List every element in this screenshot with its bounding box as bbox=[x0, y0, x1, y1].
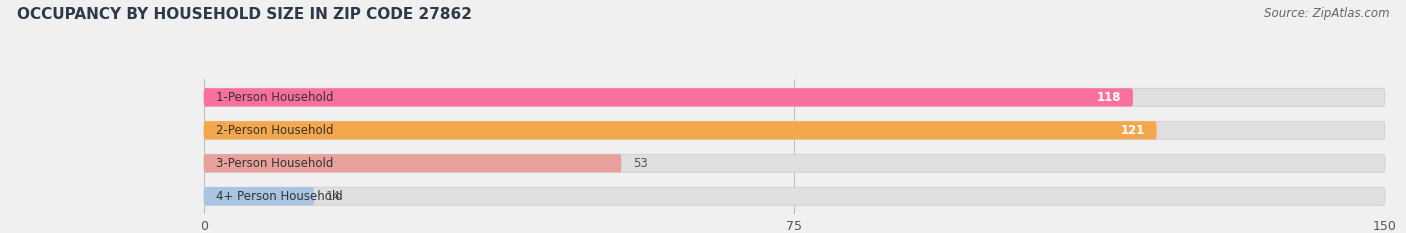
FancyBboxPatch shape bbox=[204, 187, 1385, 205]
FancyBboxPatch shape bbox=[204, 154, 621, 172]
Text: 53: 53 bbox=[633, 157, 648, 170]
Text: 1-Person Household: 1-Person Household bbox=[215, 91, 333, 104]
Text: 118: 118 bbox=[1097, 91, 1121, 104]
Text: 121: 121 bbox=[1121, 124, 1144, 137]
Text: 2-Person Household: 2-Person Household bbox=[215, 124, 333, 137]
FancyBboxPatch shape bbox=[204, 187, 314, 205]
FancyBboxPatch shape bbox=[204, 88, 1133, 106]
Text: 4+ Person Household: 4+ Person Household bbox=[215, 190, 343, 203]
Text: Source: ZipAtlas.com: Source: ZipAtlas.com bbox=[1264, 7, 1389, 20]
FancyBboxPatch shape bbox=[204, 121, 1157, 139]
Text: 3-Person Household: 3-Person Household bbox=[215, 157, 333, 170]
FancyBboxPatch shape bbox=[204, 121, 1385, 139]
FancyBboxPatch shape bbox=[204, 88, 1385, 106]
Text: OCCUPANCY BY HOUSEHOLD SIZE IN ZIP CODE 27862: OCCUPANCY BY HOUSEHOLD SIZE IN ZIP CODE … bbox=[17, 7, 472, 22]
FancyBboxPatch shape bbox=[204, 154, 1385, 172]
Text: 14: 14 bbox=[326, 190, 340, 203]
